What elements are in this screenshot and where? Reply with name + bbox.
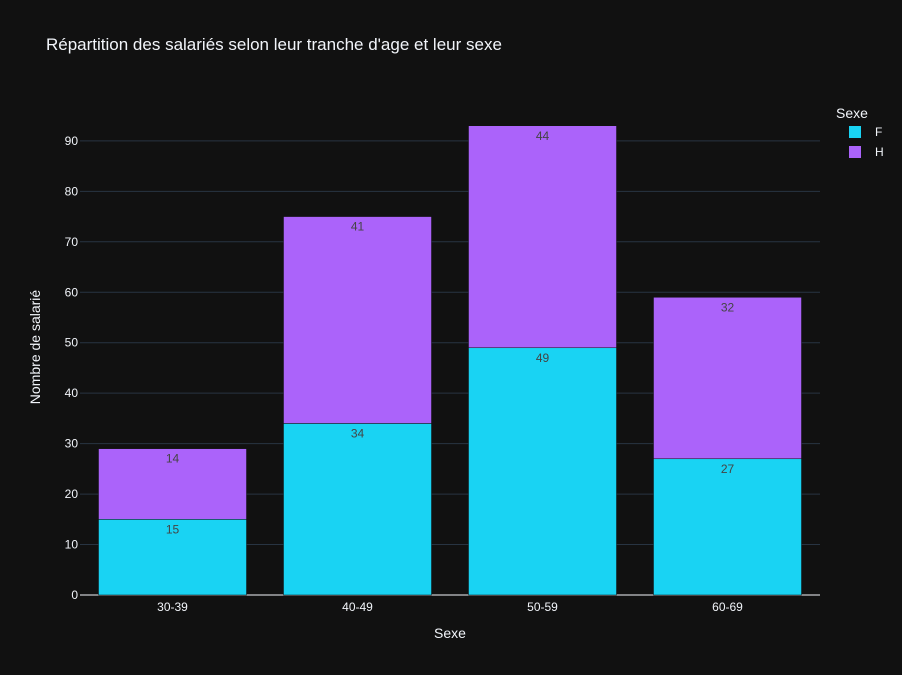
legend-swatch — [849, 126, 861, 138]
y-tick-label: 60 — [65, 285, 79, 299]
bar-h-60-69 — [653, 297, 802, 460]
bar-f-40-49 — [283, 423, 432, 596]
y-tick-label: 50 — [65, 336, 79, 350]
legend-swatch — [849, 146, 861, 158]
bar-h-50-59 — [468, 125, 617, 349]
x-tick-label: 30-39 — [157, 600, 188, 614]
y-tick-label: 30 — [65, 437, 79, 451]
bar-f-50-59 — [468, 347, 617, 596]
bar-f-60-69 — [653, 458, 802, 596]
x-axis-ticks: 30-39 40-49 50-59 60-69 — [157, 600, 743, 614]
data-label: 34 — [351, 426, 365, 440]
data-labels: 15 14 34 41 49 44 27 32 — [166, 129, 735, 537]
data-label: 15 — [166, 522, 180, 536]
y-tick-label: 10 — [65, 538, 79, 552]
x-axis-title: Sexe — [434, 625, 466, 641]
y-tick-label: 80 — [65, 184, 79, 198]
bar-h-40-49 — [283, 216, 432, 424]
bars — [98, 125, 802, 596]
x-tick-label: 50-59 — [527, 600, 558, 614]
y-tick-label: 20 — [65, 487, 79, 501]
legend-items: FH — [849, 125, 884, 159]
y-tick-label: 40 — [65, 386, 79, 400]
legend-title: Sexe — [836, 105, 868, 121]
y-tick-label: 70 — [65, 235, 79, 249]
data-label: 14 — [166, 452, 180, 466]
chart-title: Répartition des salariés selon leur tran… — [46, 35, 502, 54]
y-tick-label: 90 — [65, 134, 79, 148]
data-label: 49 — [536, 351, 550, 365]
x-tick-label: 40-49 — [342, 600, 373, 614]
bar-h-30-39 — [98, 448, 247, 520]
x-tick-label: 60-69 — [712, 600, 743, 614]
y-axis-ticks: 0 10 20 30 40 50 60 70 80 90 — [65, 134, 79, 602]
data-label: 27 — [721, 462, 735, 476]
legend-label: F — [875, 125, 882, 139]
legend-label: H — [875, 145, 884, 159]
data-label: 44 — [536, 129, 550, 143]
data-label: 32 — [721, 300, 735, 314]
legend: Sexe FH — [836, 105, 884, 159]
y-tick-label: 0 — [71, 588, 78, 602]
y-axis-title: Nombre de salarié — [27, 290, 43, 405]
data-label: 41 — [351, 220, 365, 234]
